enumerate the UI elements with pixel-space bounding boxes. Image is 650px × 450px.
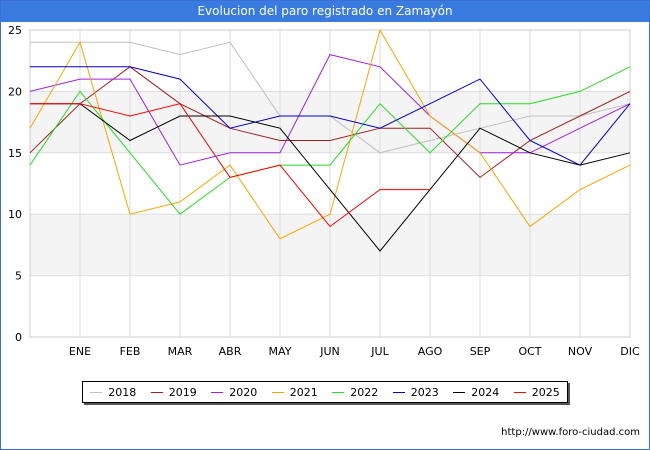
legend-swatch (90, 391, 103, 393)
series-line-2022 (29, 66, 631, 215)
y-tick-label: 10 (8, 208, 22, 221)
legend-item-2024: 2024 (453, 386, 499, 399)
legend-label: 2019 (168, 385, 197, 399)
x-tick-label: JUN (319, 345, 340, 358)
series-lines (29, 28, 631, 252)
legend-item-2021: 2021 (271, 385, 318, 399)
x-tick-label: ABR (219, 345, 242, 358)
legend-label: 2021 (289, 385, 318, 399)
axes: 0 5 10 15 20 25 ENE FEB MAR ABR MAY JUN JUL AGO SEP OCT… (8, 24, 640, 358)
legend-swatch (271, 391, 284, 393)
legend-swatch (150, 391, 163, 393)
legend-item-2023: 2023 (392, 385, 439, 399)
legend-swatch (513, 391, 526, 393)
legend-item-2019: 2019 (150, 385, 197, 399)
legend-label: 2023 (410, 385, 439, 399)
plot-border (29, 29, 631, 338)
footer-url: http://www.foro-ciudad.com (501, 427, 640, 438)
y-tick-label: 25 (8, 24, 22, 37)
legend-swatch (392, 391, 405, 393)
x-tick-label: FEB (120, 345, 141, 358)
x-tick-label: SEP (470, 345, 491, 358)
x-tick-label: ENE (69, 345, 91, 358)
x-tick-label: MAY (269, 345, 292, 358)
x-tick-label: OCT (518, 345, 541, 358)
x-tick-label: DIC (620, 345, 640, 358)
legend-swatch (332, 391, 345, 393)
legend-label: 2020 (229, 385, 258, 399)
legend-label: 2018 (108, 385, 137, 399)
legend-label: 2025 (531, 385, 560, 399)
legend-item-2025: 2025 (513, 385, 560, 399)
x-tick-label: JUL (370, 345, 389, 358)
legend-item-2018: 2018 (90, 386, 136, 399)
legend: 2018 2019 2020 2021 2022 2023 2024 2025 (82, 381, 568, 403)
series-line-2024 (30, 103, 631, 252)
y-tick-label: 0 (15, 331, 22, 344)
legend-label: 2024 (471, 385, 500, 399)
legend-swatch (211, 391, 224, 393)
y-tick-label: 20 (8, 85, 22, 98)
legend-label: 2022 (350, 385, 379, 399)
x-tick-label: AGO (418, 345, 443, 358)
legend-swatch (453, 391, 466, 393)
series-line-2025 (30, 103, 430, 228)
legend-item-2020: 2020 (211, 386, 257, 399)
series-line-2021 (29, 28, 631, 240)
y-tick-label: 15 (8, 147, 22, 160)
x-tick-label: NOV (568, 345, 593, 358)
x-tick-label: MAR (168, 345, 193, 358)
y-tick-label: 5 (15, 270, 22, 283)
legend-item-2022: 2022 (332, 386, 378, 399)
series-line-2023 (30, 66, 631, 166)
chart-title: Evolucion del paro registrado en Zamayón (1, 1, 649, 22)
